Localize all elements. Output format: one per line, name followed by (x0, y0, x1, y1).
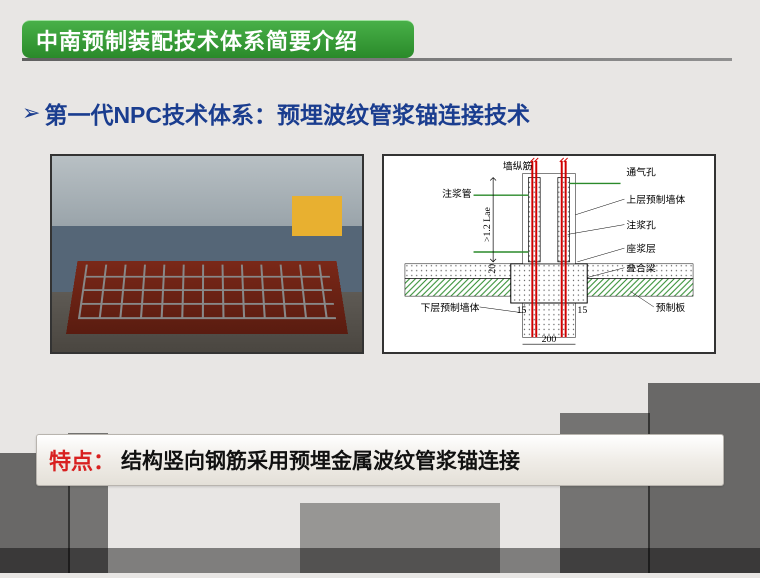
images-row: >1.2 Lae 200 15 15 20 墙纵筋 通气孔 注浆管 上层预制墙体… (50, 154, 716, 354)
title-bar: 中南预制装配技术体系简要介绍 (22, 20, 414, 58)
svg-text:20: 20 (487, 264, 498, 274)
factory-photo (50, 154, 364, 354)
feature-text: 结构竖向钢筋采用预埋金属波纹管浆锚连接 (121, 445, 520, 475)
svg-text:叠合梁: 叠合梁 (626, 262, 656, 275)
svg-text:注浆管: 注浆管 (442, 187, 472, 200)
svg-text:200: 200 (542, 334, 557, 345)
svg-text:墙纵筋: 墙纵筋 (503, 160, 533, 173)
subtitle-text: 第一代NPC技术体系：预埋波纹管浆锚连接技术 (44, 96, 530, 130)
svg-text:下层预制墙体: 下层预制墙体 (421, 301, 480, 314)
subtitle-row: ➢ 第一代NPC技术体系：预埋波纹管浆锚连接技术 (22, 96, 530, 130)
bullet-arrow-icon: ➢ (22, 100, 40, 126)
svg-text:15: 15 (517, 305, 527, 316)
title-underline (22, 58, 732, 61)
connection-diagram: >1.2 Lae 200 15 15 20 墙纵筋 通气孔 注浆管 上层预制墙体… (382, 154, 716, 354)
svg-text:注浆孔: 注浆孔 (626, 219, 656, 232)
svg-text:预制板: 预制板 (656, 301, 686, 314)
svg-text:15: 15 (577, 305, 587, 316)
feature-label: 特点： (49, 444, 115, 476)
svg-text:通气孔: 通气孔 (626, 166, 656, 179)
svg-text:座浆层: 座浆层 (626, 242, 656, 255)
title-text: 中南预制装配技术体系简要介绍 (36, 24, 358, 56)
svg-text:上层预制墙体: 上层预制墙体 (626, 193, 685, 206)
svg-text:>1.2 Lae: >1.2 Lae (482, 207, 493, 243)
feature-bar: 特点： 结构竖向钢筋采用预埋金属波纹管浆锚连接 (36, 434, 724, 486)
